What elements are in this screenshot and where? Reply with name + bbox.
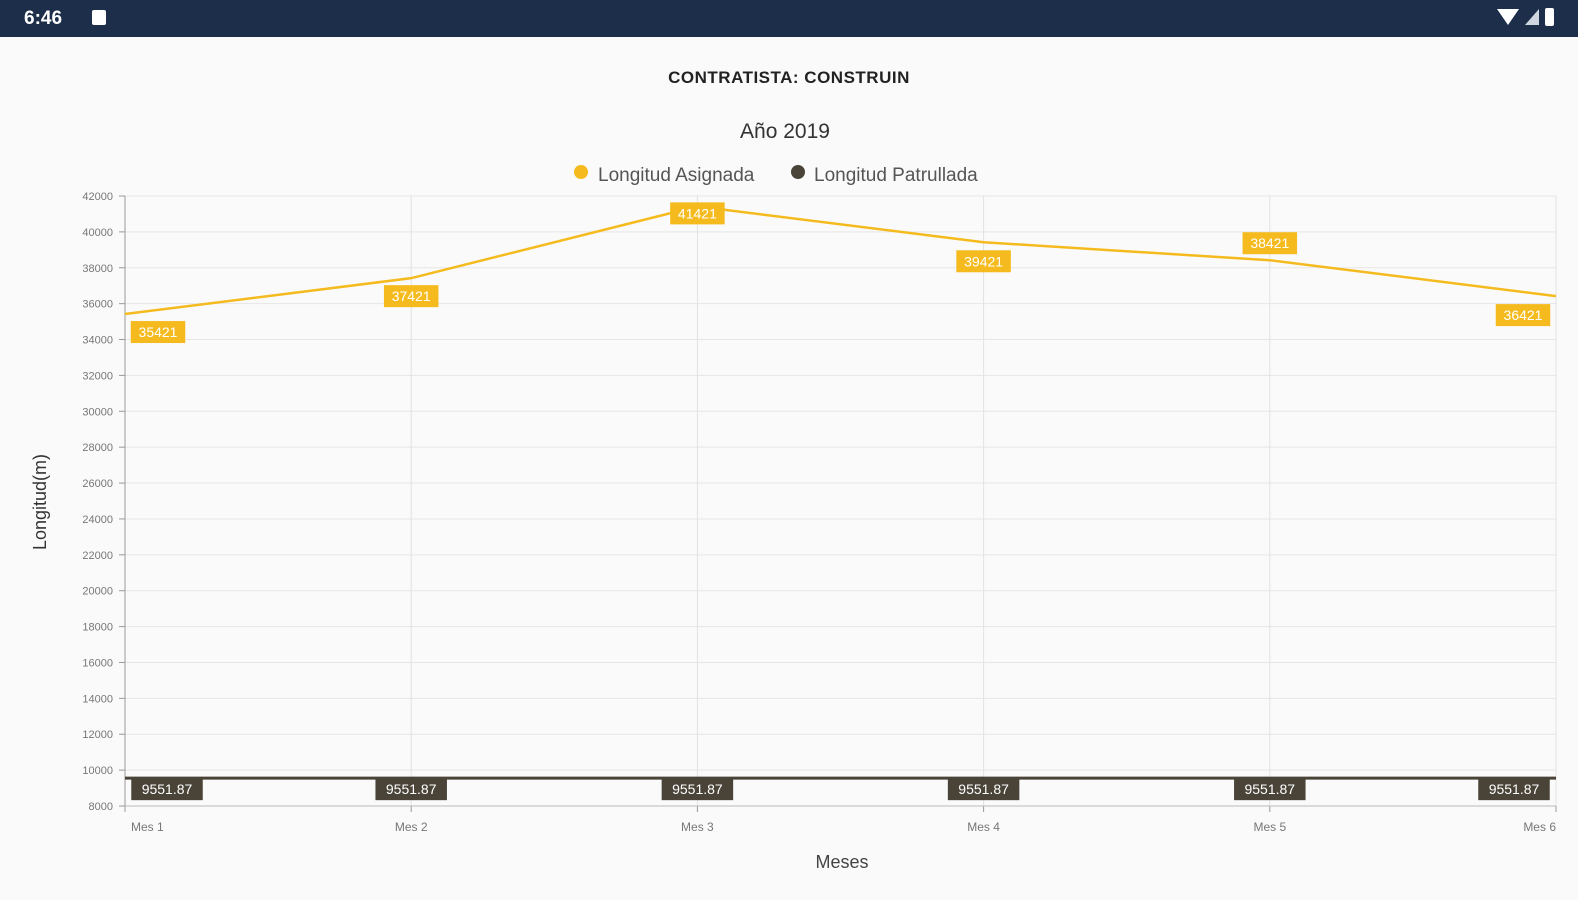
- data-label-bg-0: [956, 250, 1011, 273]
- data-label-1: 9551.87: [1244, 781, 1295, 797]
- data-label-bg-1: [661, 778, 734, 801]
- notification-icon: [92, 10, 106, 25]
- data-label-0: 35421: [139, 324, 178, 340]
- y-tick-label: 38000: [82, 263, 113, 275]
- status-time: 6:46: [24, 8, 63, 29]
- y-tick-label: 42000: [82, 191, 113, 203]
- data-label-1: 9551.87: [1489, 781, 1540, 797]
- y-tick-label: 16000: [82, 657, 113, 669]
- y-tick-label: 32000: [82, 370, 113, 382]
- y-tick-label: 34000: [82, 335, 113, 347]
- data-label-1: 9551.87: [958, 781, 1009, 797]
- y-tick-label: 30000: [82, 406, 113, 418]
- data-label-0: 38421: [1250, 235, 1289, 251]
- y-tick-label: 14000: [82, 693, 113, 705]
- x-axis-label: Meses: [815, 852, 868, 872]
- data-label-0: 41421: [678, 205, 717, 221]
- legend-marker-1: [791, 165, 805, 179]
- y-tick-label: 26000: [82, 478, 113, 490]
- y-tick-label: 12000: [82, 729, 113, 741]
- status-bar: 6:46: [0, 0, 1578, 37]
- y-tick-label: 24000: [82, 514, 113, 526]
- data-label-0: 36421: [1504, 307, 1543, 323]
- legend-marker-0: [574, 165, 588, 179]
- data-label-bg-0: [130, 321, 186, 344]
- data-label-bg-0: [383, 285, 439, 308]
- y-tick-label: 10000: [82, 765, 113, 777]
- y-tick-label: 18000: [82, 622, 113, 634]
- page-title: CONTRATISTA: CONSTRUIN: [668, 68, 910, 87]
- y-tick-label: 36000: [82, 299, 113, 311]
- signal-icon: [1525, 9, 1539, 25]
- data-label-bg-0: [1495, 304, 1551, 327]
- legend-label-1: Longitud Patrullada: [814, 165, 978, 186]
- data-label-bg-1: [131, 778, 203, 801]
- x-tick-label: Mes 1: [131, 820, 164, 834]
- x-tick-label: Mes 3: [681, 820, 714, 834]
- y-tick-label: 22000: [82, 550, 113, 562]
- data-label-0: 37421: [392, 288, 431, 304]
- x-tick-label: Mes 5: [1253, 820, 1286, 834]
- data-label-0: 39421: [964, 253, 1003, 269]
- data-label-1: 9551.87: [386, 781, 437, 797]
- y-tick-label: 28000: [82, 442, 113, 454]
- x-tick-label: Mes 6: [1523, 820, 1556, 834]
- x-tick-label: Mes 4: [967, 820, 1000, 834]
- data-label-1: 9551.87: [672, 781, 723, 797]
- data-label-bg-0: [670, 202, 725, 225]
- data-label-bg-1: [375, 778, 447, 801]
- y-tick-label: 20000: [82, 586, 113, 598]
- data-label-bg-1: [1478, 778, 1550, 801]
- y-tick-label: 8000: [89, 801, 113, 813]
- x-tick-label: Mes 2: [395, 820, 428, 834]
- battery-icon: [1545, 8, 1554, 26]
- y-tick-label: 40000: [82, 227, 113, 239]
- series-line-0: [124, 205, 1557, 316]
- data-label-bg-0: [1242, 232, 1298, 255]
- chart-title: Año 2019: [740, 120, 830, 143]
- data-label-bg-1: [947, 778, 1020, 801]
- y-axis-label: Longitud(m): [30, 454, 50, 550]
- data-label-1: 9551.87: [142, 781, 193, 797]
- wifi-icon: [1497, 9, 1519, 25]
- legend-label-0: Longitud Asignada: [598, 165, 755, 186]
- data-label-bg-1: [1234, 778, 1306, 801]
